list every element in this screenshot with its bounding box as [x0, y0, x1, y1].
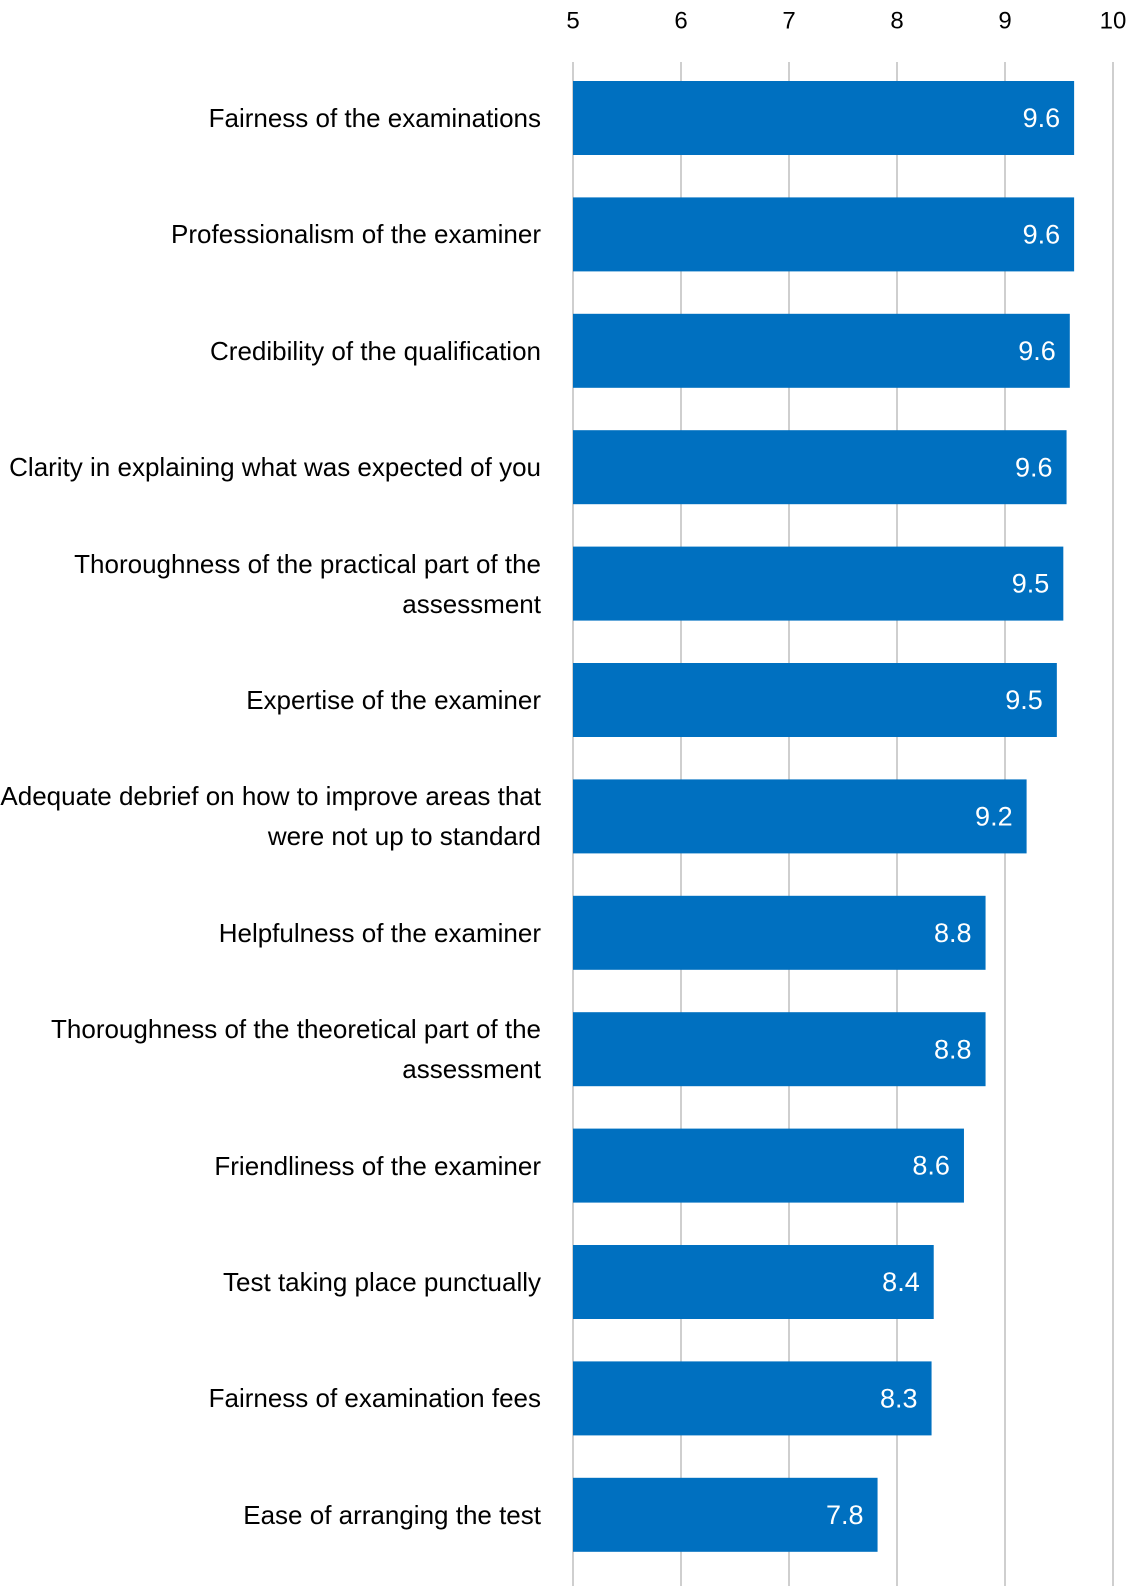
bar — [573, 430, 1067, 505]
x-tick-label: 6 — [674, 7, 687, 34]
value-label: 9.5 — [1012, 569, 1050, 599]
y-tick-label: Expertise of the examiner — [246, 685, 541, 715]
value-label: 9.2 — [975, 802, 1013, 832]
bar — [573, 1012, 986, 1087]
bar — [573, 663, 1057, 737]
value-label: 8.8 — [934, 1034, 972, 1064]
bar — [573, 81, 1075, 155]
y-tick-label: Thoroughness of the theoretical part of … — [51, 1014, 541, 1085]
bar — [573, 895, 986, 970]
y-tick-label: Helpfulness of the examiner — [218, 917, 541, 948]
value-label: 9.6 — [1015, 452, 1053, 482]
y-tick-label: Fairness of the examinations — [208, 103, 541, 133]
value-label: 7.8 — [826, 1500, 864, 1530]
value-label: 9.6 — [1018, 336, 1056, 366]
value-label: 8.6 — [912, 1151, 950, 1181]
bar — [573, 313, 1070, 388]
value-label: 8.3 — [880, 1384, 918, 1414]
y-tick-label: Thoroughness of the practical part of th… — [74, 548, 541, 619]
bar — [573, 1128, 964, 1203]
bar — [573, 1245, 934, 1319]
x-tick-label: 8 — [890, 7, 903, 34]
x-tick-label: 9 — [998, 7, 1011, 34]
x-tick-label: 5 — [566, 7, 579, 34]
bar — [573, 1361, 932, 1436]
value-label: 8.8 — [934, 918, 972, 948]
y-tick-label: Clarity in explaining what was expected … — [9, 452, 541, 483]
y-tick-label: Fairness of examination fees — [208, 1383, 541, 1414]
value-label: 8.4 — [882, 1267, 920, 1297]
value-label: 9.6 — [1023, 220, 1061, 250]
y-tick-label: Credibility of the qualification — [210, 335, 541, 366]
value-label: 9.5 — [1005, 685, 1043, 715]
bar — [573, 197, 1075, 272]
y-tick-label: Professionalism of the examiner — [171, 219, 541, 250]
y-tick-label: Ease of arranging the test — [243, 1499, 541, 1530]
bar — [573, 779, 1027, 854]
y-tick-label: Friendliness of the examiner — [214, 1150, 541, 1181]
x-tick-label: 7 — [782, 7, 795, 34]
value-label: 9.6 — [1023, 103, 1061, 133]
bar — [573, 546, 1064, 621]
y-tick-label: Test taking place punctually — [223, 1267, 541, 1297]
y-tick-label: Adequate debrief on how to improve areas… — [0, 781, 541, 852]
x-tick-label: 10 — [1100, 7, 1127, 34]
bar — [573, 1477, 878, 1552]
